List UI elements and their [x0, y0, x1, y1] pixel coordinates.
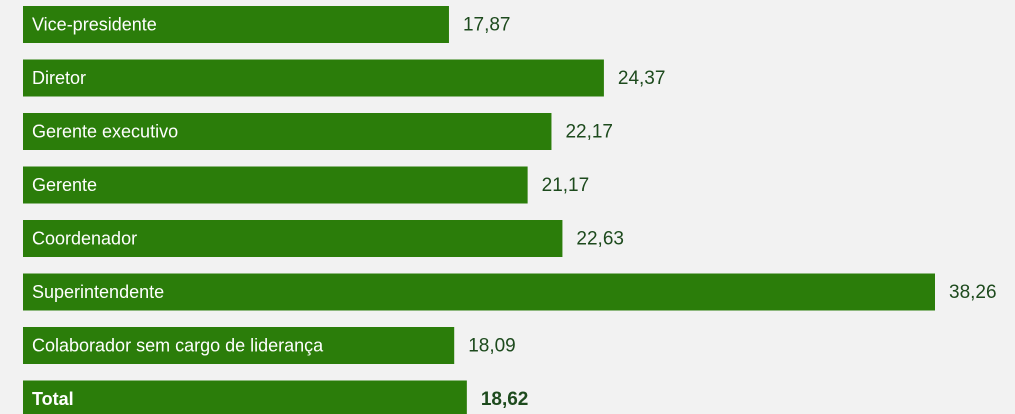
bar [23, 220, 563, 257]
value-label: 21,17 [542, 175, 590, 196]
value-label: 18,09 [468, 336, 516, 357]
bar [23, 273, 935, 311]
category-label: Superintendente [32, 282, 164, 302]
bar [23, 380, 467, 414]
value-label: 38,26 [949, 282, 997, 303]
bar [23, 59, 604, 97]
category-label: Vice-presidente [32, 14, 157, 34]
value-label: 17,87 [463, 15, 511, 36]
bar [23, 166, 528, 204]
value-label: 22,17 [565, 122, 613, 143]
value-label: 18,62 [481, 389, 529, 410]
category-label: Gerente [32, 175, 97, 195]
category-label: Coordenador [32, 228, 137, 248]
bar [23, 6, 449, 43]
value-label: 22,63 [576, 229, 624, 250]
category-label: Total [32, 389, 74, 409]
category-label: Colaborador sem cargo de liderança [32, 335, 324, 355]
bar [23, 113, 552, 150]
bar [23, 327, 455, 364]
value-label: 24,37 [618, 68, 666, 89]
category-label: Gerente executivo [32, 121, 178, 141]
category-label: Diretor [32, 68, 86, 88]
